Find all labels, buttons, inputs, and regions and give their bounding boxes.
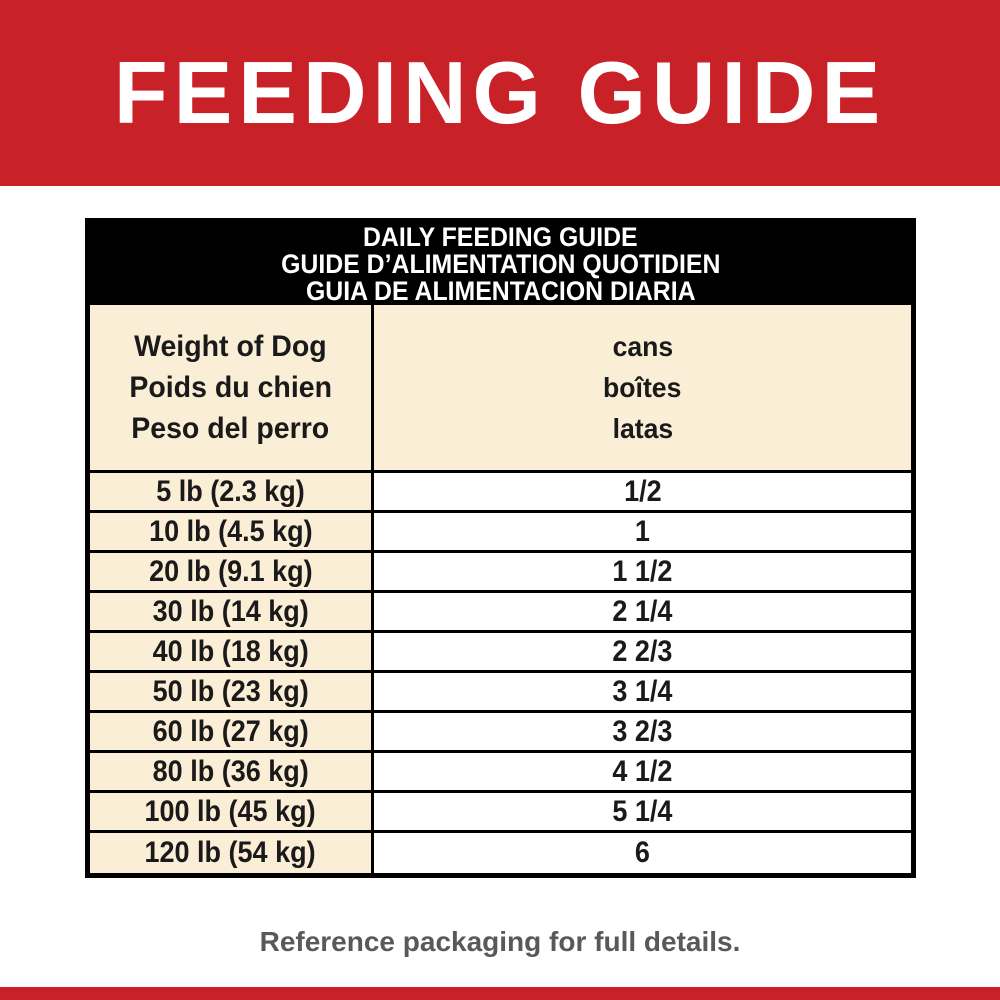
weight-cell: 60 lb (27 kg) [90,713,374,750]
table-row: 120 lb (54 kg) 6 [90,833,911,873]
cans-cell: 1 [374,513,911,550]
weight-cell: 40 lb (18 kg) [90,633,374,670]
table-row: 10 lb (4.5 kg) 1 [90,513,911,553]
weight-value: 5 lb (2.3 kg) [156,474,305,508]
cans-value: 2 2/3 [612,634,673,668]
table-title-es: GUIA DE ALIMENTACION DIARIA [305,275,696,306]
daily-feeding-guide-table: DAILY FEEDING GUIDE GUIDE D’ALIMENTATION… [85,218,916,878]
cans-value: 1/2 [623,474,662,508]
cans-cell: 1 1/2 [374,553,911,590]
table-row: 50 lb (23 kg) 3 1/4 [90,673,911,713]
cans-value: 6 [634,836,651,869]
weight-header-en: Weight of Dog [134,330,327,363]
table-row: 20 lb (9.1 kg) 1 1/2 [90,553,911,593]
cans-value: 2 1/4 [612,594,673,628]
cans-value: 1 [634,514,651,548]
cans-cell: 6 [374,833,911,873]
weight-value: 120 lb (54 kg) [144,836,317,869]
weight-cell: 50 lb (23 kg) [90,673,374,710]
weight-header-fr: Poids du chien [129,371,332,404]
cans-cell: 5 1/4 [374,793,911,830]
weight-value: 50 lb (23 kg) [152,674,309,708]
cans-value: 1 1/2 [612,554,673,588]
table-row: 100 lb (45 kg) 5 1/4 [90,793,911,833]
weight-cell: 80 lb (36 kg) [90,753,374,790]
weight-cell: 20 lb (9.1 kg) [90,553,374,590]
weight-value: 10 lb (4.5 kg) [148,514,313,548]
weight-cell: 30 lb (14 kg) [90,593,374,630]
table-row: 60 lb (27 kg) 3 2/3 [90,713,911,753]
weight-cell: 100 lb (45 kg) [90,793,374,830]
cans-value: 3 1/4 [612,674,673,708]
bottom-red-strip [0,987,1000,1000]
cans-cell: 2 2/3 [374,633,911,670]
weight-value: 40 lb (18 kg) [152,634,309,668]
weight-value: 20 lb (9.1 kg) [148,554,313,588]
column-header-cans: cans boîtes latas [374,305,911,470]
column-header-weight: Weight of Dog Poids du chien Peso del pe… [90,305,374,470]
weight-value: 60 lb (27 kg) [152,714,309,748]
table-row: 5 lb (2.3 kg) 1/2 [90,473,911,513]
banner-title: FEEDING GUIDE [113,43,887,142]
weight-header-es: Peso del perro [131,412,330,445]
weight-value: 100 lb (45 kg) [144,794,317,828]
cans-cell: 2 1/4 [374,593,911,630]
table-title-fr: GUIDE D’ALIMENTATION QUOTIDIEN [280,248,721,279]
column-header-row: Weight of Dog Poids du chien Peso del pe… [90,305,911,473]
weight-cell: 5 lb (2.3 kg) [90,473,374,510]
feeding-guide-banner: FEEDING GUIDE [0,0,1000,186]
cans-cell: 4 1/2 [374,753,911,790]
reference-note: Reference packaging for full details. [259,926,741,957]
weight-cell: 120 lb (54 kg) [90,833,374,873]
table-title-block: DAILY FEEDING GUIDE GUIDE D’ALIMENTATION… [90,223,911,305]
cans-cell: 3 1/4 [374,673,911,710]
cans-header-es: latas [612,413,673,444]
cans-value: 3 2/3 [612,714,673,748]
cans-cell: 1/2 [374,473,911,510]
weight-value: 80 lb (36 kg) [152,754,309,788]
cans-value: 5 1/4 [612,794,673,828]
weight-cell: 10 lb (4.5 kg) [90,513,374,550]
weight-value: 30 lb (14 kg) [152,594,309,628]
cans-header-fr: boîtes [603,372,682,403]
table-row: 80 lb (36 kg) 4 1/2 [90,753,911,793]
cans-cell: 3 2/3 [374,713,911,750]
table-title-en: DAILY FEEDING GUIDE [363,221,638,252]
table-row: 40 lb (18 kg) 2 2/3 [90,633,911,673]
cans-value: 4 1/2 [612,754,673,788]
cans-header-en: cans [612,331,673,362]
table-row: 30 lb (14 kg) 2 1/4 [90,593,911,633]
